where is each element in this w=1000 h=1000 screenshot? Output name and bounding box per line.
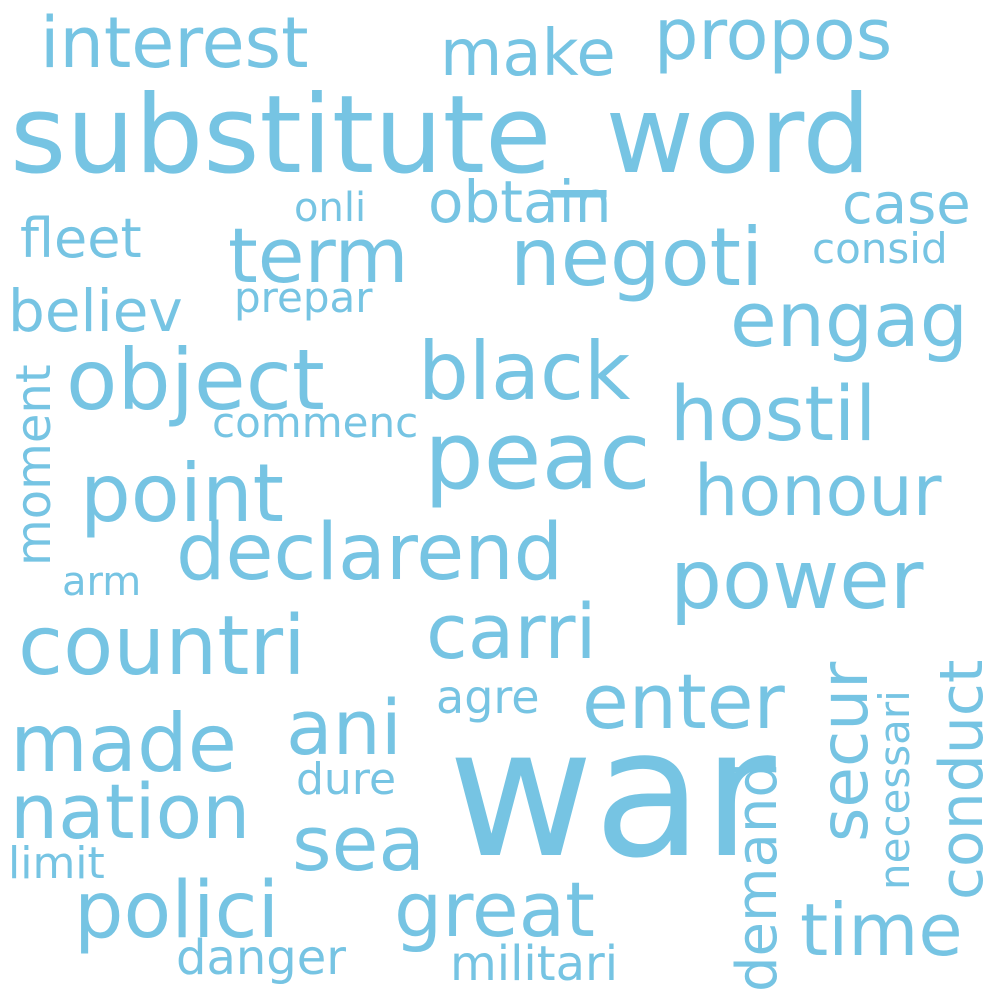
word-countri: countri <box>18 599 306 694</box>
word-commenc: commenc <box>212 398 419 447</box>
word-prepar: prepar <box>234 273 373 322</box>
word-limit: limit <box>8 838 105 889</box>
word-nation: nation <box>10 767 251 856</box>
word-enter: enter <box>582 657 785 746</box>
word-make: make <box>440 17 616 91</box>
word-term: term <box>228 211 409 300</box>
word-onli: onli <box>294 185 367 231</box>
word-ani: ani <box>286 683 402 772</box>
word-declarend: declarend <box>176 508 564 598</box>
word-obtain: obtain <box>428 168 612 236</box>
word-engag: engag <box>730 275 968 364</box>
word-believ: believ <box>8 277 183 345</box>
word-propos: propos <box>654 0 893 76</box>
word-sea: sea <box>292 799 425 888</box>
word-made: made <box>10 697 237 790</box>
word-secur: secur <box>806 661 883 842</box>
word-conduct: conduct <box>927 659 997 900</box>
word-consid: consid <box>812 224 948 273</box>
word-point: point <box>80 447 285 540</box>
word-negoti: negoti <box>510 211 764 304</box>
word-time: time <box>800 888 963 972</box>
word-demand: demand <box>725 762 790 992</box>
word-polici: polici <box>74 866 280 956</box>
word-necessari: necessari <box>870 690 919 890</box>
word-substitute-word: substitute_word <box>10 73 871 198</box>
word-moment: moment <box>6 364 62 566</box>
word-hostil: hostil <box>670 369 877 458</box>
word-black: black <box>418 325 631 418</box>
word-object: object <box>66 331 325 429</box>
word-arm: arm <box>62 559 142 605</box>
word-militari: militari <box>450 936 619 992</box>
word-fleet: fleet <box>20 207 142 270</box>
word-dure: dure <box>296 754 397 805</box>
word-case: case <box>842 172 971 237</box>
word-war: war <box>448 690 776 897</box>
word-peac: peac <box>424 402 651 511</box>
word-power: power <box>670 533 924 628</box>
word-interest: interest <box>40 2 309 84</box>
word-agre: agre <box>436 670 540 724</box>
word-carri: carri <box>426 587 597 676</box>
word-honour: honour <box>694 450 942 532</box>
word-great: great <box>394 865 595 954</box>
word-danger: danger <box>176 930 347 986</box>
